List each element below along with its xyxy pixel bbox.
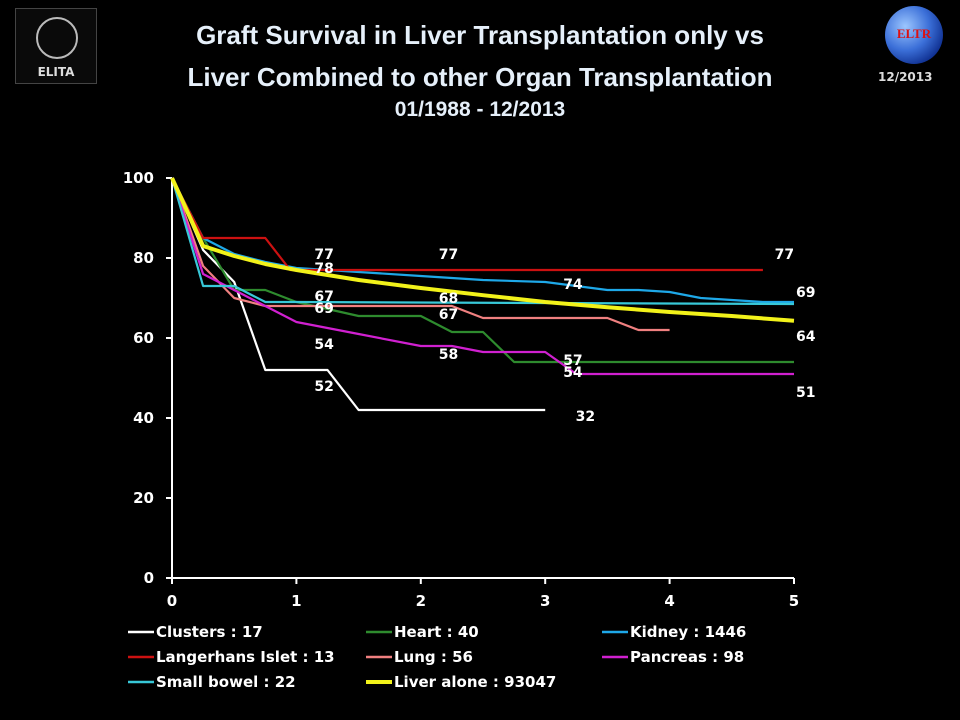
legend-label: Heart : 40 bbox=[394, 623, 479, 641]
elita-logo-text: ELITA bbox=[37, 65, 75, 79]
chart-title-line-2: Liver Combined to other Organ Transplant… bbox=[187, 62, 773, 92]
x-tick-label: 1 bbox=[291, 592, 301, 610]
series-line bbox=[170, 177, 795, 323]
data-label: 77 bbox=[314, 247, 333, 263]
data-label: 57 bbox=[563, 353, 582, 369]
chart-title-line-1: Graft Survival in Liver Transplantation … bbox=[196, 20, 764, 50]
elita-logo: ELITA bbox=[15, 8, 97, 84]
data-label: 58 bbox=[439, 347, 458, 363]
y-tick-label: 60 bbox=[133, 329, 154, 347]
legend-label: Langerhans Islet : 13 bbox=[156, 648, 335, 666]
data-label: 69 bbox=[796, 285, 815, 301]
legend-label: Kidney : 1446 bbox=[630, 623, 746, 641]
data-label: 67 bbox=[314, 289, 333, 305]
series-line bbox=[171, 177, 794, 304]
data-label: 78 bbox=[314, 261, 333, 277]
data-label: 74 bbox=[563, 277, 583, 293]
date-badge: 12/2013 bbox=[878, 70, 933, 84]
x-tick-label: 4 bbox=[664, 592, 674, 610]
data-label: 54 bbox=[563, 365, 583, 381]
y-tick-label: 80 bbox=[133, 249, 154, 267]
data-label: 32 bbox=[576, 409, 595, 425]
y-tick-label: 0 bbox=[144, 569, 154, 587]
eltr-logo-text: ELTR bbox=[896, 26, 932, 41]
x-tick-label: 0 bbox=[167, 592, 177, 610]
data-label: 69 bbox=[314, 301, 333, 317]
legend-label: Lung : 56 bbox=[394, 648, 473, 666]
data-label: 77 bbox=[775, 247, 794, 263]
y-tick-label: 40 bbox=[133, 409, 154, 427]
x-tick-label: 5 bbox=[789, 592, 799, 610]
x-tick-label: 2 bbox=[416, 592, 426, 610]
eltr-globe-logo: ELTR bbox=[885, 6, 943, 64]
legend-label: Small bowel : 22 bbox=[156, 673, 296, 691]
series-line bbox=[171, 177, 763, 272]
series-line bbox=[170, 177, 794, 376]
chart-subtitle-date-range: 01/1988 - 12/2013 bbox=[394, 98, 566, 121]
elita-emblem-icon bbox=[36, 17, 78, 59]
legend-label: Pancreas : 98 bbox=[630, 648, 744, 666]
series-line bbox=[170, 177, 795, 306]
series-line bbox=[170, 177, 670, 332]
legend-label: Liver alone : 93047 bbox=[394, 673, 556, 691]
series-line bbox=[171, 177, 794, 364]
data-label: 52 bbox=[314, 379, 333, 395]
data-label: 54 bbox=[314, 337, 334, 353]
data-label: 64 bbox=[796, 329, 816, 345]
data-label: 67 bbox=[439, 307, 458, 323]
legend-label: Clusters : 17 bbox=[156, 623, 263, 641]
y-tick-label: 100 bbox=[123, 169, 154, 187]
x-tick-label: 3 bbox=[540, 592, 550, 610]
y-tick-label: 20 bbox=[133, 489, 154, 507]
data-label: 77 bbox=[439, 247, 458, 263]
data-label: 68 bbox=[439, 291, 458, 307]
series-line bbox=[170, 177, 546, 412]
data-label: 51 bbox=[796, 385, 815, 401]
